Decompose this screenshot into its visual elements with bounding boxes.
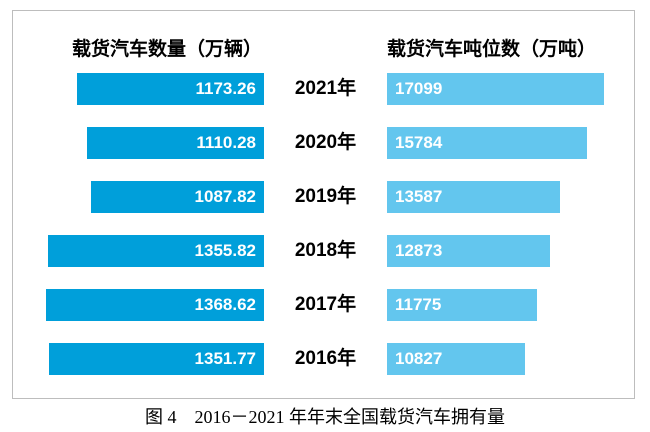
- chart-row: 1368.62 2017年 11775: [13, 289, 634, 321]
- chart-row: 1173.26 2021年 17099: [13, 73, 634, 105]
- left-bar: 1087.82: [90, 181, 264, 213]
- right-bar-value: 13587: [395, 187, 443, 206]
- year-label: 2016年: [294, 348, 357, 369]
- chart-frame: 载货汽车数量（万辆） 载货汽车吨位数（万吨） 1173.26 2021年 17099…: [12, 10, 635, 399]
- right-bar-value: 15784: [395, 133, 443, 152]
- chart-caption: 图 4 2016－2021 年年末全国载货汽车拥有量: [145, 407, 505, 427]
- year-label: 2017年: [294, 294, 357, 315]
- left-series-header: 载货汽车数量（万辆）: [71, 39, 262, 60]
- chart-row: 1351.77 2016年 10827: [13, 343, 634, 375]
- right-series-header: 载货汽车吨位数（万吨）: [387, 39, 597, 60]
- right-bar: 13587: [387, 181, 560, 213]
- left-bar: 1355.82: [48, 235, 264, 267]
- left-bar: 1351.77: [48, 343, 264, 375]
- right-bar: 12873: [387, 235, 551, 267]
- chart-row: 1110.28 2020年 15784: [13, 127, 634, 159]
- chart-row: 1087.82 2019年 13587: [13, 181, 634, 213]
- left-bar-value: 1351.77: [194, 349, 256, 368]
- left-bar-value: 1110.28: [196, 133, 256, 152]
- chart-row: 1355.82 2018年 12873: [13, 235, 634, 267]
- right-bar: 15784: [387, 127, 588, 159]
- left-bar: 1173.26: [77, 73, 264, 105]
- left-bar: 1110.28: [87, 127, 264, 159]
- left-bar-value: 1368.62: [194, 295, 256, 314]
- year-label: 2019年: [294, 186, 357, 207]
- right-bar-value: 11775: [395, 295, 442, 314]
- right-bar-value: 12873: [395, 241, 443, 260]
- year-label: 2020年: [294, 132, 357, 153]
- left-bar-value: 1173.26: [195, 79, 256, 98]
- year-label: 2018年: [294, 240, 357, 261]
- left-bar: 1368.62: [45, 289, 264, 321]
- left-bar-value: 1087.82: [194, 187, 256, 206]
- left-bar-value: 1355.82: [194, 241, 256, 260]
- right-bar-value: 10827: [395, 349, 443, 368]
- year-label: 2021年: [294, 78, 357, 99]
- right-bar-value: 17099: [395, 79, 443, 98]
- right-bar: 10827: [387, 343, 525, 375]
- right-bar: 11775: [387, 289, 537, 321]
- right-bar: 17099: [387, 73, 605, 105]
